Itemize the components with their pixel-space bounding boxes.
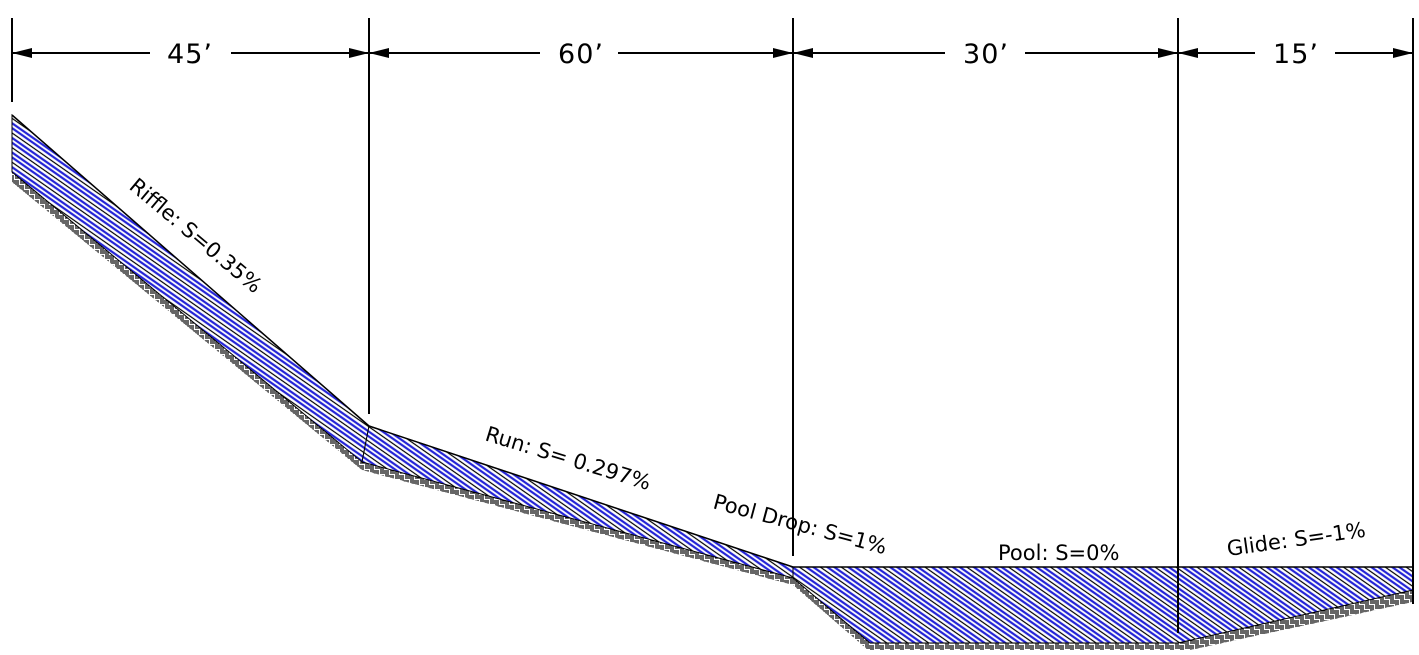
streambed-layer bbox=[12, 172, 1413, 650]
streambed-hatch bbox=[12, 172, 1413, 650]
segment-label-glide: Glide: S=-1% bbox=[1225, 518, 1367, 561]
water-layer bbox=[11, 113, 1414, 644]
station-lines bbox=[11, 18, 1414, 633]
dimension-label-glide: 15’ bbox=[1273, 39, 1319, 70]
segment-labels: Riffle: S=0.35% Run: S= 0.297% Pool Drop… bbox=[125, 173, 1367, 565]
water-surface-line bbox=[11, 114, 370, 427]
water-hatch-riffle bbox=[11, 113, 370, 463]
water-hatch-pool bbox=[792, 566, 1414, 644]
dimension-label-pool: 30’ bbox=[963, 39, 1009, 70]
segment-label-pool: Pool: S=0% bbox=[998, 541, 1119, 565]
dimension-label-riffle: 45’ bbox=[167, 39, 213, 70]
water-surface-line bbox=[368, 425, 794, 568]
dimension-row: 45’ 60’ 30’ 15’ bbox=[12, 39, 1413, 70]
dimension-label-run: 60’ bbox=[558, 39, 604, 70]
